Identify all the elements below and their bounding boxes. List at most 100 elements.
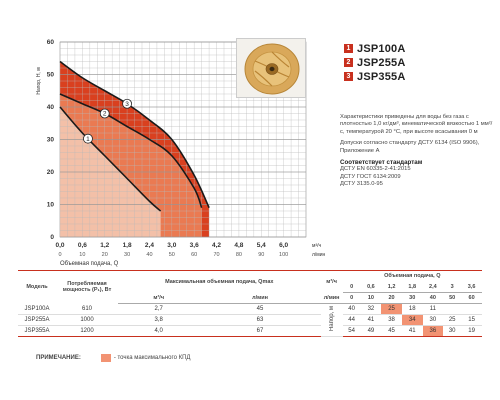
qmax-m3h-unit: м³/ч <box>118 292 200 304</box>
flow-m3h-header: 0,6 <box>360 281 382 293</box>
curve-marker <box>99 108 110 119</box>
flow-m3h-header: 1,2 <box>381 281 402 293</box>
power-cell: 610 <box>56 303 118 315</box>
head-value-cell: 19 <box>461 325 482 337</box>
legend-item: 1 JSP100A <box>344 42 494 55</box>
flow-m3h-header: 3 <box>443 281 462 293</box>
flow-lmin-header: 20 <box>381 292 402 304</box>
x-tick-label-m3h: 6,0 <box>279 242 288 249</box>
qmax-lmin-cell: 45 <box>199 303 321 315</box>
x-tick-label-lmin: 100 <box>279 252 288 258</box>
chart-legend: 1 JSP100A 2 JSP255A 3 JSP355A <box>344 42 494 84</box>
x-axis-label: Объемная подача, Q <box>60 261 119 267</box>
legend-label: JSP100A <box>357 42 406 55</box>
head-value-cell: 30 <box>422 314 444 326</box>
head-value-cell: 41 <box>401 325 423 337</box>
y-tick-label: 10 <box>47 202 55 209</box>
x-tick-label-lmin: 70 <box>213 252 219 258</box>
model-cell: JSP100A <box>18 303 56 315</box>
x-tick-label-m3h: 4,2 <box>212 242 221 249</box>
model-cell: JSP255A <box>18 314 56 326</box>
head-value-cell: 45 <box>381 325 402 337</box>
head-value-cell: 11 <box>422 303 444 315</box>
standard-item: ДСТУ ГОСТ 6134:2009 <box>340 173 401 180</box>
x-tick-label-m3h: 1,8 <box>123 242 132 249</box>
y-tick-label: 60 <box>47 39 55 46</box>
impeller-image <box>236 38 306 98</box>
col-maxflow-header: Максимальная объемная подача, Qmax <box>118 270 321 293</box>
flow-lmin-row: м³/ч л/мин л/мин 0 10 20 30 40 50 60 <box>18 292 482 304</box>
x-tick-label-lmin: 40 <box>146 252 152 258</box>
head-value-cell: 38 <box>381 314 402 326</box>
max-efficiency-swatch <box>100 354 111 362</box>
legend-number: 3 <box>344 72 353 81</box>
footnote: ПРИМЕЧАНИЕ: - точка максимального КПД <box>36 354 190 362</box>
qmax-m3h-cell: 3,8 <box>118 314 200 326</box>
x-tick-label-m3h: 4,8 <box>234 242 243 249</box>
x-tick-label-lmin: 0 <box>58 252 61 258</box>
head-value-cell: 32 <box>360 303 382 315</box>
flow-m3h-header: 0 <box>342 281 361 293</box>
standards-title: Соответствует стандартам <box>340 159 423 167</box>
flow-lmin-header: 0 <box>342 292 361 304</box>
flow-lmin-header: 60 <box>461 292 482 304</box>
head-value-cell: 41 <box>360 314 382 326</box>
head-value-cell: 18 <box>401 303 423 315</box>
unit-m3h-label: м³/ч <box>320 270 343 293</box>
qmax-m3h-cell: 4,0 <box>118 325 200 337</box>
footnote-text: - точка максимального КПД <box>113 355 191 361</box>
curve-marker-label: 2 <box>103 111 107 118</box>
y-axis-label: Напор, H, м <box>36 67 42 95</box>
curve-jsp100a <box>59 106 162 212</box>
x-tick-label-lmin: 90 <box>258 252 264 258</box>
x-tick-label-m3h: 0,0 <box>55 242 64 249</box>
tolerance-note: Допуски согласно стандарту ДСТУ 6134 (IS… <box>340 140 480 154</box>
legend-number: 1 <box>344 44 353 53</box>
head-value-cell: 44 <box>342 314 361 326</box>
head-value-cell <box>461 303 482 315</box>
curve-marker <box>122 98 132 109</box>
flow-m3h-header: 1,8 <box>401 281 423 293</box>
qmax-m3h-cell: 2,7 <box>118 303 200 315</box>
head-value-cell: 30 <box>443 325 462 337</box>
x-tick-label-m3h: 0,6 <box>78 242 87 249</box>
y-tick-label: 20 <box>47 169 55 176</box>
x-tick-label-m3h: 5,4 <box>257 242 266 249</box>
y-tick-label: 30 <box>47 137 55 144</box>
table-row: JSP355A 1200 4,0 67 54 49 45 41 36 30 19 <box>18 325 482 337</box>
impeller-icon <box>244 43 300 95</box>
table-body: JSP100A 610 2,7 45 Напор, м 40 32 25 18 11 JSP255A… <box>18 303 482 337</box>
legend-label: JSP355A <box>357 70 406 83</box>
col-power-header: Потребляемая мощность (P₁), Вт <box>56 270 118 304</box>
head-value-cell: 54 <box>342 325 361 337</box>
x-tick-label-m3h: 3,6 <box>190 242 199 249</box>
flow-lmin-header: 10 <box>360 292 382 304</box>
head-value-cell <box>443 303 462 315</box>
standard-item: ДСТУ EN 60335-2-41:2015 <box>340 166 411 173</box>
unit-lmin-label: л/мин <box>320 292 343 304</box>
col-model-header: Модель <box>18 270 56 304</box>
table-row: JSP100A 610 2,7 45 Напор, м 40 32 25 18 11 <box>18 303 482 337</box>
standard-item: ДСТУ 3135.0-95 <box>340 181 383 188</box>
flow-lmin-header: 50 <box>443 292 462 304</box>
head-value-cell: 49 <box>360 325 382 337</box>
curve-marker-label: 1 <box>86 136 90 143</box>
legend-item: 2 JSP255A <box>344 56 494 69</box>
flow-m3h-header: 2,4 <box>422 281 444 293</box>
x-unit-lmin: л/мин <box>312 252 326 258</box>
legend-item: 3 JSP355A <box>344 70 494 83</box>
x-tick-label-lmin: 20 <box>102 252 108 258</box>
head-value-cell: 25 <box>381 303 402 315</box>
curve-marker <box>83 133 93 144</box>
footnote-title: ПРИМЕЧАНИЕ: <box>36 355 81 361</box>
head-label: Напор, м <box>328 306 335 332</box>
model-cell: JSP355A <box>18 325 56 337</box>
power-cell: 1000 <box>56 314 118 326</box>
y-tick-label: 50 <box>47 72 55 79</box>
qmax-lmin-unit: л/мин <box>199 292 321 304</box>
legend-number: 2 <box>344 58 353 67</box>
x-tick-label-lmin: 80 <box>236 252 242 258</box>
table-row: JSP255A 1000 3,8 63 44 41 38 34 30 25 15 <box>18 314 482 326</box>
x-tick-label-m3h: 3,0 <box>167 242 176 249</box>
y-tick-label: 0 <box>50 234 54 241</box>
